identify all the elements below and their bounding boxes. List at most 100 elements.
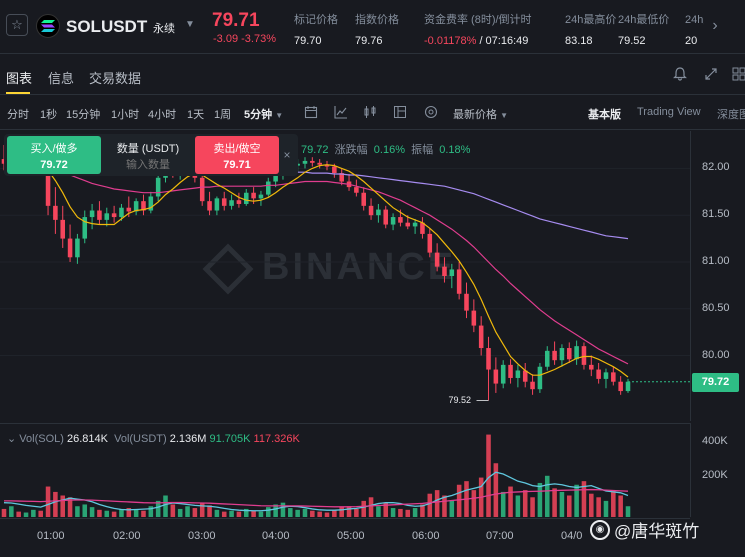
candle-body: [89, 210, 95, 218]
candle-body: [544, 350, 550, 367]
candle-body: [471, 310, 477, 326]
view-depth[interactable]: 深度图: [717, 109, 745, 121]
volume-bar: [1, 508, 7, 517]
layout-icon[interactable]: [392, 104, 408, 120]
timeframe-time[interactable]: 分时: [7, 109, 29, 121]
volume-bar: [67, 497, 73, 517]
timeframe-1d[interactable]: 1天: [187, 109, 205, 121]
candle-body: [500, 364, 506, 384]
candle-body: [478, 325, 484, 349]
quantity-box: 数量 (USDT): [101, 136, 195, 174]
chart-area[interactable]: BINANCE 买入/做多 79.72 数量 (USDT) 卖出/做空 79.7…: [0, 131, 745, 557]
volume-bar: [163, 495, 168, 517]
buy-price: 79.72: [40, 158, 68, 171]
sol-coin-icon: [36, 14, 60, 38]
candle-body: [376, 209, 381, 216]
volume-bar: [508, 486, 513, 517]
candle-body: [104, 213, 110, 220]
view-tradingview[interactable]: Trading View: [637, 106, 701, 118]
timeframe-5m[interactable]: 5分钟 ▼: [244, 106, 283, 122]
volume-bar: [332, 509, 337, 517]
timeframe-4h[interactable]: 4小时: [148, 109, 177, 121]
sell-short-button[interactable]: 卖出/做空 79.71: [195, 136, 279, 174]
candle-body: [581, 346, 587, 365]
candle-body: [361, 192, 366, 206]
volume-bar: [310, 510, 315, 517]
volume-bar: [390, 508, 396, 517]
stat-value: -0.01178% / 07:16:49: [424, 35, 532, 47]
chevron-down-icon[interactable]: ▼: [185, 19, 195, 30]
volume-bar: [236, 511, 242, 517]
candlestick-chart[interactable]: [0, 131, 690, 518]
buy-long-button[interactable]: 买入/做多 79.72: [7, 136, 101, 174]
symbol-name[interactable]: SOLUSDT: [66, 17, 148, 36]
candle-body: [1, 159, 7, 164]
tab-info[interactable]: 信息: [48, 71, 75, 86]
price-axis[interactable]: 82.00 81.50 81.00 80.50 80.00: [690, 131, 745, 421]
price-tick: 81.50: [702, 208, 730, 221]
candle-body: [611, 372, 616, 382]
quantity-input[interactable]: [108, 158, 188, 171]
candle-body: [427, 233, 433, 253]
volume-bar: [111, 511, 117, 517]
candle-body: [317, 162, 322, 165]
chevron-down-icon: ▼: [275, 111, 284, 120]
volume-bar: [552, 488, 557, 517]
price-type-select[interactable]: 最新价格 ▼: [453, 106, 508, 122]
candle-body: [82, 217, 88, 239]
volume-ma2-line: [4, 488, 629, 508]
volume-bar: [361, 500, 366, 517]
sell-label: 卖出/做空: [213, 142, 261, 155]
timeframe-1h[interactable]: 1小时: [111, 109, 140, 121]
candle-body: [236, 200, 242, 204]
candle-body: [464, 293, 469, 311]
tab-trading-data[interactable]: 交易数据: [89, 71, 142, 86]
stat-label: 24h成: [685, 14, 705, 26]
index-price-stat: 指数价格 79.76: [355, 11, 399, 47]
candle-type-icon[interactable]: [362, 104, 378, 120]
legend-change-label: 涨跌幅: [334, 144, 368, 156]
author-watermark: ◉ @唐华斑竹: [590, 517, 699, 542]
candle-body: [339, 173, 344, 182]
expand-icon[interactable]: [702, 65, 720, 83]
chevron-down-icon[interactable]: ⌄: [7, 433, 17, 445]
volume-bar: [133, 509, 139, 517]
volume-bar: [383, 502, 389, 517]
volume-bar: [75, 506, 80, 517]
quantity-label: 数量 (USDT): [116, 142, 180, 155]
bell-icon[interactable]: [671, 65, 689, 83]
high-24h-stat: 24h最高价 83.18: [565, 11, 616, 47]
timeframe-1s[interactable]: 1秒: [40, 109, 58, 121]
chevron-right-icon[interactable]: ›: [704, 13, 726, 39]
volume-24h-stat: 24h成 20: [685, 11, 705, 47]
volume-bar: [38, 510, 43, 517]
calendar-icon[interactable]: [303, 104, 319, 120]
settings-icon[interactable]: [423, 104, 439, 120]
candle-body: [493, 369, 499, 384]
volume-bar: [368, 497, 374, 517]
timeframe-15m[interactable]: 15分钟: [66, 109, 101, 121]
time-axis[interactable]: 01:00 02:00 03:00 04:00 05:00 06:00 07:0…: [0, 518, 690, 557]
timeframe-1w[interactable]: 1周: [214, 109, 232, 121]
time-tick: 01:00: [37, 530, 65, 542]
view-basic[interactable]: 基本版: [588, 109, 621, 121]
volume-bar: [420, 504, 425, 517]
volume-bar: [251, 510, 256, 517]
candle-body: [412, 222, 418, 227]
close-icon[interactable]: ×: [283, 148, 291, 162]
candle-body: [449, 269, 455, 276]
volume-bar: [141, 510, 146, 517]
candle-body: [456, 269, 462, 294]
candle-body: [559, 348, 565, 361]
favorite-star-icon[interactable]: ☆: [6, 14, 28, 36]
tab-chart[interactable]: 图表: [6, 71, 33, 86]
time-tick: 06:00: [412, 530, 440, 542]
candle-body: [442, 266, 447, 276]
indicator-chart-icon[interactable]: [333, 104, 349, 120]
volume-bar: [625, 506, 631, 517]
volume-bar: [611, 490, 616, 517]
grid-layout-icon[interactable]: [730, 65, 745, 83]
main-tabs: 图表 信息 交易数据: [0, 55, 745, 95]
candle-body: [589, 364, 594, 370]
candle-body: [434, 252, 440, 267]
